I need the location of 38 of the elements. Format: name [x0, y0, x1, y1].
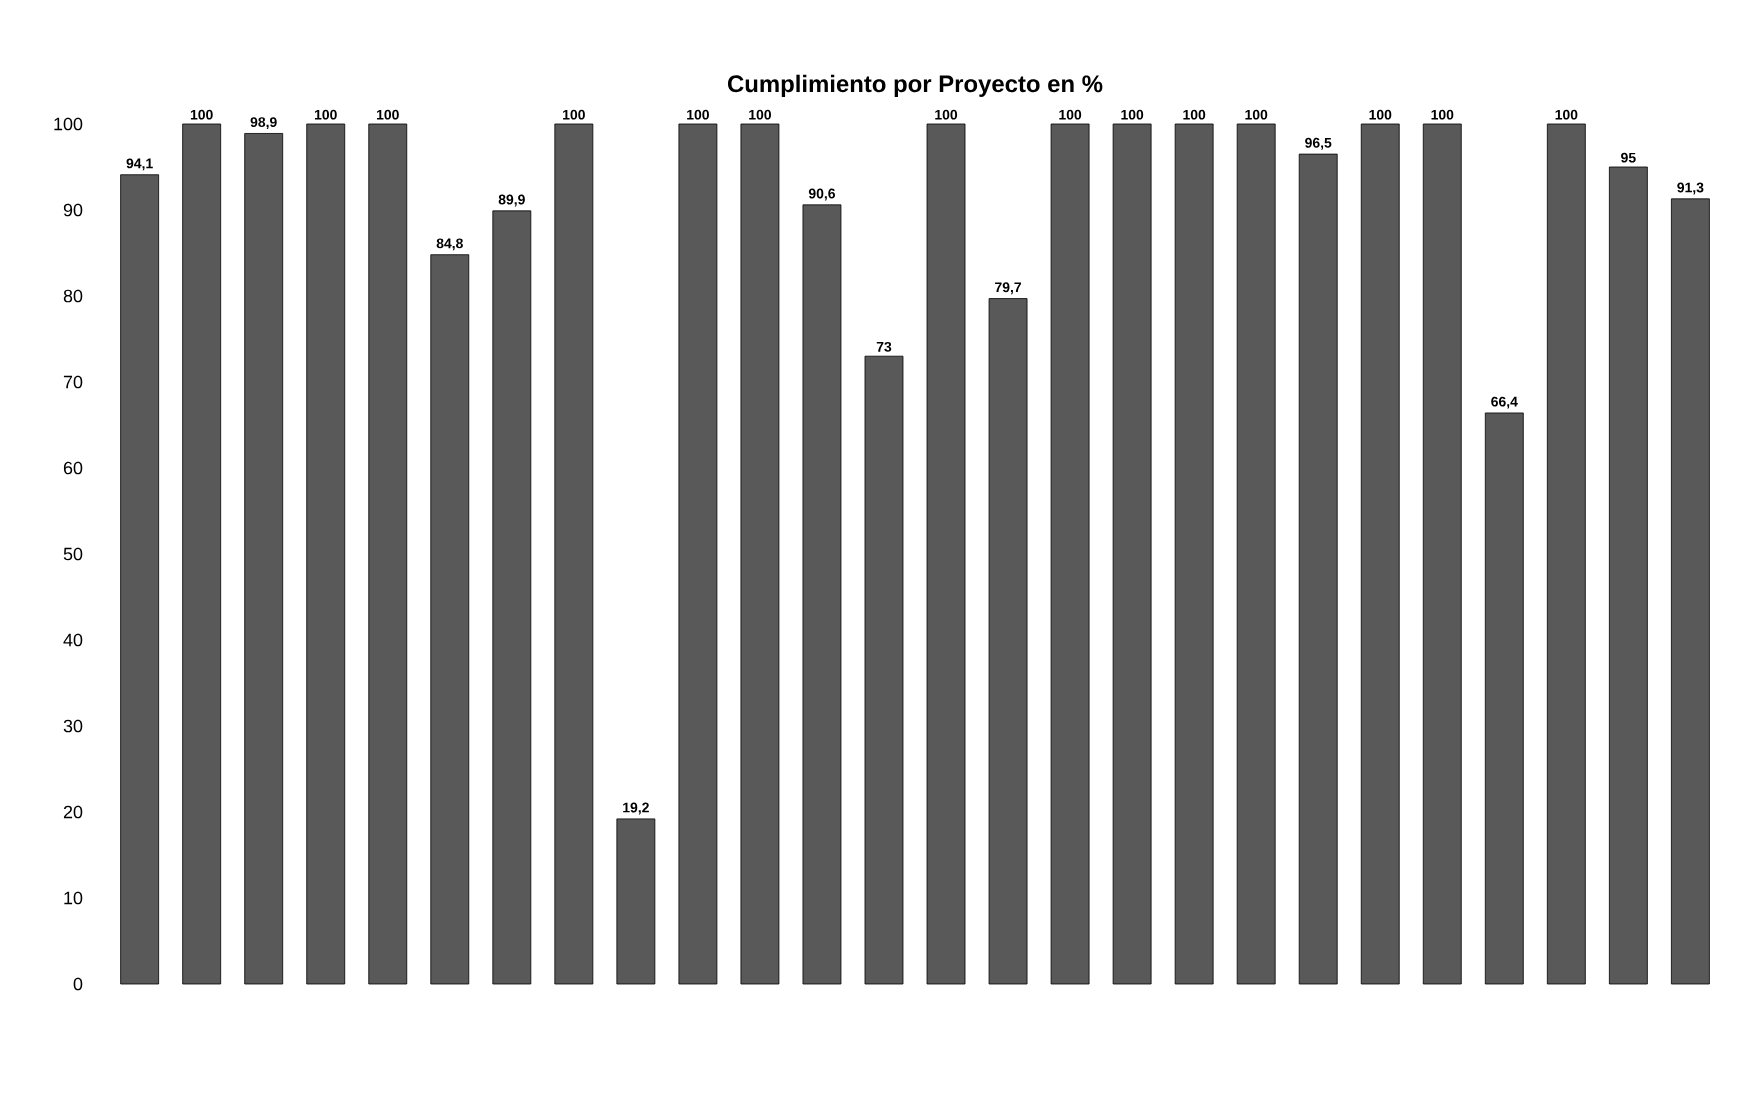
bar — [306, 123, 346, 985]
bar — [1050, 123, 1090, 985]
chart-title: Cumplimiento por Proyecto en % — [727, 74, 1103, 97]
bar — [1174, 123, 1214, 985]
bar — [1546, 123, 1586, 985]
bar — [244, 133, 284, 985]
y-tick-label: 70 — [63, 375, 83, 389]
y-tick-label: 50 — [63, 547, 83, 561]
bar — [1422, 123, 1462, 985]
bar — [740, 123, 780, 985]
bar — [678, 123, 718, 985]
bar — [1236, 123, 1276, 985]
bar — [430, 254, 470, 985]
bar — [120, 174, 160, 985]
bar — [1360, 123, 1400, 985]
bar — [1298, 153, 1338, 985]
y-tick-label: 0 — [73, 977, 83, 991]
bar — [616, 818, 656, 985]
y-tick-label: 80 — [63, 289, 83, 303]
y-tick-label: 20 — [63, 805, 83, 819]
bar — [1112, 123, 1152, 985]
y-tick-label: 40 — [63, 633, 83, 647]
bar — [926, 123, 966, 985]
bar — [1484, 412, 1524, 985]
y-tick-label: 100 — [54, 117, 83, 131]
bar — [1670, 198, 1710, 985]
bar — [368, 123, 408, 985]
bar — [988, 298, 1028, 985]
bar — [182, 123, 222, 985]
y-tick-label: 90 — [63, 203, 83, 217]
bar — [864, 355, 904, 985]
bar — [802, 204, 842, 985]
y-tick-label: 60 — [63, 461, 83, 475]
bar — [554, 123, 594, 985]
bar — [492, 210, 532, 985]
y-tick-label: 10 — [64, 891, 83, 905]
y-tick-label: 30 — [63, 719, 83, 733]
bar — [1608, 166, 1648, 985]
